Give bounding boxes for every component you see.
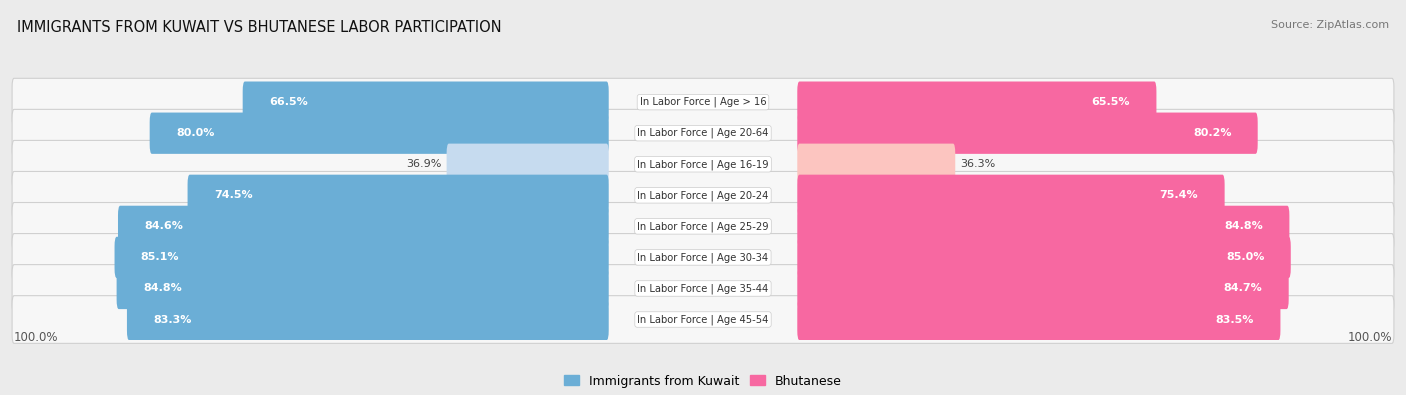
Text: 85.1%: 85.1% bbox=[141, 252, 180, 262]
FancyBboxPatch shape bbox=[13, 296, 1393, 343]
FancyBboxPatch shape bbox=[187, 175, 609, 216]
FancyBboxPatch shape bbox=[13, 109, 1393, 157]
Text: In Labor Force | Age 45-54: In Labor Force | Age 45-54 bbox=[637, 314, 769, 325]
Text: 66.5%: 66.5% bbox=[269, 97, 308, 107]
FancyBboxPatch shape bbox=[797, 299, 1281, 340]
FancyBboxPatch shape bbox=[127, 299, 609, 340]
Text: In Labor Force | Age 35-44: In Labor Force | Age 35-44 bbox=[637, 283, 769, 294]
FancyBboxPatch shape bbox=[118, 206, 609, 247]
FancyBboxPatch shape bbox=[117, 268, 609, 309]
FancyBboxPatch shape bbox=[13, 203, 1393, 250]
FancyBboxPatch shape bbox=[114, 237, 609, 278]
FancyBboxPatch shape bbox=[13, 265, 1393, 312]
Text: 84.8%: 84.8% bbox=[143, 284, 181, 293]
Text: 83.5%: 83.5% bbox=[1216, 314, 1254, 325]
FancyBboxPatch shape bbox=[13, 233, 1393, 281]
Text: 100.0%: 100.0% bbox=[14, 331, 59, 344]
Text: In Labor Force | Age 30-34: In Labor Force | Age 30-34 bbox=[637, 252, 769, 263]
Text: 74.5%: 74.5% bbox=[214, 190, 253, 200]
FancyBboxPatch shape bbox=[797, 237, 1291, 278]
Text: IMMIGRANTS FROM KUWAIT VS BHUTANESE LABOR PARTICIPATION: IMMIGRANTS FROM KUWAIT VS BHUTANESE LABO… bbox=[17, 20, 502, 35]
FancyBboxPatch shape bbox=[797, 206, 1289, 247]
Text: Source: ZipAtlas.com: Source: ZipAtlas.com bbox=[1271, 20, 1389, 30]
Text: 75.4%: 75.4% bbox=[1160, 190, 1198, 200]
Text: 84.7%: 84.7% bbox=[1223, 284, 1263, 293]
Text: In Labor Force | Age 20-64: In Labor Force | Age 20-64 bbox=[637, 128, 769, 139]
Text: 85.0%: 85.0% bbox=[1226, 252, 1264, 262]
Text: In Labor Force | Age 16-19: In Labor Force | Age 16-19 bbox=[637, 159, 769, 169]
FancyBboxPatch shape bbox=[13, 140, 1393, 188]
FancyBboxPatch shape bbox=[797, 81, 1156, 123]
Text: 80.2%: 80.2% bbox=[1192, 128, 1232, 138]
Text: 65.5%: 65.5% bbox=[1091, 97, 1130, 107]
Text: 36.3%: 36.3% bbox=[960, 159, 995, 169]
Text: 83.3%: 83.3% bbox=[153, 314, 191, 325]
FancyBboxPatch shape bbox=[797, 175, 1225, 216]
FancyBboxPatch shape bbox=[149, 113, 609, 154]
Text: In Labor Force | Age > 16: In Labor Force | Age > 16 bbox=[640, 97, 766, 107]
Text: In Labor Force | Age 20-24: In Labor Force | Age 20-24 bbox=[637, 190, 769, 201]
Text: 36.9%: 36.9% bbox=[406, 159, 441, 169]
Text: In Labor Force | Age 25-29: In Labor Force | Age 25-29 bbox=[637, 221, 769, 231]
FancyBboxPatch shape bbox=[243, 81, 609, 123]
FancyBboxPatch shape bbox=[13, 171, 1393, 219]
Text: 100.0%: 100.0% bbox=[1347, 331, 1392, 344]
FancyBboxPatch shape bbox=[447, 144, 609, 185]
Text: 80.0%: 80.0% bbox=[176, 128, 214, 138]
Text: 84.8%: 84.8% bbox=[1225, 221, 1263, 231]
Text: 84.6%: 84.6% bbox=[145, 221, 183, 231]
Legend: Immigrants from Kuwait, Bhutanese: Immigrants from Kuwait, Bhutanese bbox=[560, 370, 846, 393]
FancyBboxPatch shape bbox=[13, 78, 1393, 126]
FancyBboxPatch shape bbox=[797, 113, 1258, 154]
FancyBboxPatch shape bbox=[797, 144, 955, 185]
FancyBboxPatch shape bbox=[797, 268, 1289, 309]
